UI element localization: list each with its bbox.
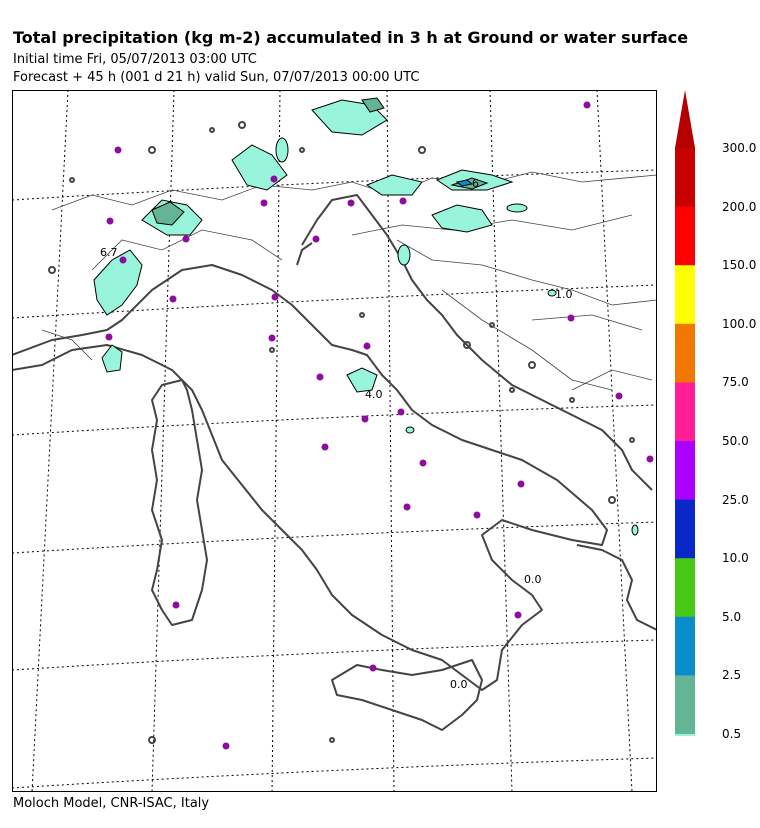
colorbar <box>675 90 695 736</box>
city-marker <box>182 235 190 243</box>
colorbar-label: 100.0 <box>722 316 757 331</box>
city-marker <box>347 199 355 207</box>
precipitation-cells <box>93 97 639 536</box>
colorbar-swatch <box>675 323 695 383</box>
city-markers <box>105 101 654 750</box>
colorbar-swatch <box>675 616 695 676</box>
city-marker <box>114 146 122 154</box>
precip-cell <box>547 289 557 297</box>
colorbar-label: 200.0 <box>722 199 757 214</box>
city-marker <box>615 392 623 400</box>
precip-cell <box>365 174 423 196</box>
contour-label: 0.0 <box>450 678 468 691</box>
city-marker <box>119 256 127 264</box>
graticule <box>12 90 657 792</box>
contour-label: 0.0 <box>524 573 542 586</box>
city-marker <box>172 601 180 609</box>
colorbar-swatch <box>675 441 695 501</box>
initial-time: Initial time Fri, 05/07/2013 03:00 UTC <box>13 52 257 67</box>
colorbar-label: 0.5 <box>722 727 742 741</box>
city-marker <box>646 455 654 463</box>
city-marker <box>271 293 279 301</box>
precip-cell <box>631 524 639 536</box>
colorbar-label: 25.0 <box>722 492 749 507</box>
small-contours <box>48 121 635 744</box>
precip-cell <box>151 201 185 226</box>
city-marker <box>222 742 230 750</box>
precip-cell <box>397 244 411 266</box>
precip-cell <box>93 249 143 316</box>
contour-label: 1.0 <box>555 288 573 301</box>
contour-label: 4.0 <box>365 388 383 401</box>
borders <box>41 171 657 391</box>
colorbar-label: 150.0 <box>722 258 757 273</box>
precip-cell <box>431 204 493 233</box>
colorbar-swatch <box>675 206 695 266</box>
city-marker <box>268 334 276 342</box>
city-marker <box>567 314 575 322</box>
city-marker <box>321 443 329 451</box>
contour-label: 6 <box>472 177 479 190</box>
colorbar-swatch <box>675 265 695 325</box>
city-marker <box>270 175 278 183</box>
city-marker <box>369 664 377 672</box>
city-marker <box>514 611 522 619</box>
precip-cell <box>455 179 474 187</box>
forecast-time: Forecast + 45 h (001 d 21 h) valid Sun, … <box>13 70 420 85</box>
colorbar-swatch <box>675 499 695 559</box>
contour-label: 6.7 <box>100 246 118 259</box>
colorbar-swatch <box>675 675 695 735</box>
colorbar-label: 75.0 <box>722 375 749 390</box>
coastline <box>12 194 657 731</box>
colorbar-swatch <box>675 148 695 208</box>
precip-cell <box>361 97 385 113</box>
map-frame <box>12 90 657 792</box>
city-marker <box>105 333 113 341</box>
precip-cell <box>405 426 415 434</box>
precip-cell <box>346 367 378 393</box>
contour-labels: 6.7 6 1.0 4.0 0.0 0.0 <box>100 177 573 691</box>
city-marker <box>517 480 525 488</box>
city-marker <box>106 217 114 225</box>
city-marker <box>419 459 427 467</box>
colorbar-label: 50.0 <box>722 434 749 448</box>
city-marker <box>169 295 177 303</box>
city-marker <box>403 503 411 511</box>
city-marker <box>361 415 369 423</box>
city-marker <box>363 342 371 350</box>
city-marker <box>399 197 407 205</box>
precipitation-map: 6.7 6 1.0 4.0 0.0 0.0 <box>12 90 657 792</box>
city-marker <box>316 373 324 381</box>
city-marker <box>473 511 481 519</box>
city-marker <box>312 235 320 243</box>
precip-cell <box>506 203 528 213</box>
precip-cell <box>101 344 123 373</box>
colorbar-swatch <box>675 734 695 736</box>
colorbar-label: 5.0 <box>722 609 742 624</box>
precip-cell <box>275 137 289 163</box>
city-marker <box>583 101 591 109</box>
city-marker <box>397 408 405 416</box>
chart-title: Total precipitation (kg m-2) accumulated… <box>13 28 689 47</box>
model-credit: Moloch Model, CNR-ISAC, Italy <box>13 796 210 811</box>
city-marker <box>260 199 268 207</box>
colorbar-label: 10.0 <box>722 551 749 566</box>
colorbar-swatch <box>675 382 695 442</box>
colorbar-arrow <box>675 90 695 148</box>
colorbar-label: 300.0 <box>722 141 757 155</box>
colorbar-swatch <box>675 558 695 618</box>
colorbar-label: 2.5 <box>722 668 742 683</box>
